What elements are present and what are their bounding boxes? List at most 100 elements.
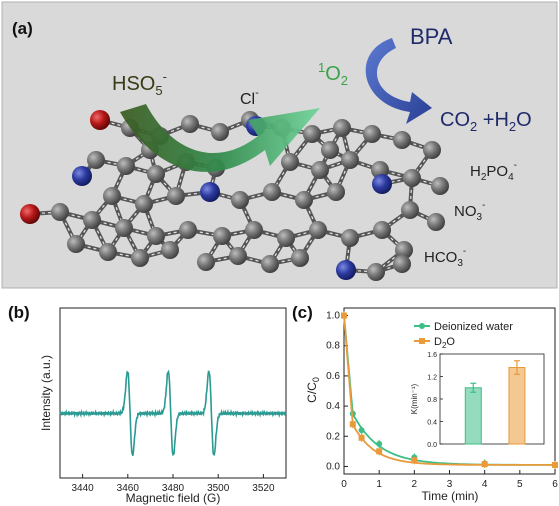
inset-y-tick-label: 0.4: [427, 420, 437, 427]
panel-c-x-tick-label: 0: [341, 479, 347, 490]
carbon-atom: [309, 221, 327, 239]
data-point-d2o: [349, 421, 356, 428]
inset-frame: [439, 353, 545, 445]
inset-bars: [464, 360, 526, 445]
panel-c-x-tick-label: 4: [482, 479, 488, 490]
bpa-label: BPA: [410, 24, 453, 49]
panel-a-label: (a): [12, 19, 33, 38]
legend-marker-deionized-water: [419, 323, 425, 329]
carbon-atom: [245, 221, 263, 239]
panel-c-y-tick-label: 0.0: [326, 461, 340, 472]
inset-y-axis-label: K(min⁻¹): [410, 383, 419, 414]
carbon-atom: [115, 219, 133, 237]
dihydrogen-phosphate-label: H2PO4-: [470, 160, 517, 183]
carbon-atom: [303, 125, 321, 143]
legend-label-d2o: D2O: [434, 336, 455, 350]
panel-c-kinetics-chart: (c) 0 1 2 3 4 5 6 0.0 0.2 0.4 0.6 0.8 1.0 Time (min)…: [292, 303, 558, 503]
inset-bar-d2o: [508, 367, 526, 445]
panel-b-epr-chart: (b) 3440 3460 3480 3500 3520 Magnetic field …: [8, 303, 287, 505]
data-point-d2o: [481, 461, 488, 468]
panel-c-y-axis-label: C/C0: [305, 377, 321, 403]
panel-c-y-tick-label: 0.4: [326, 401, 340, 412]
bicarbonate-label: HCO3-: [424, 246, 466, 269]
epr-spectrum-line: [59, 369, 287, 456]
carbon-atom: [393, 131, 411, 149]
carbon-atom: [321, 141, 339, 159]
carbon-atom: [87, 151, 105, 169]
inset-y-tick-label: 0.8: [427, 397, 437, 404]
carbon-atom: [147, 227, 165, 245]
carbon-atom: [393, 255, 411, 273]
panel-b-x-tick-label: 3480: [162, 483, 185, 494]
carbon-atom: [181, 115, 199, 133]
carbon-atom: [131, 249, 149, 267]
bpa-degradation-arrow: [365, 38, 432, 124]
carbon-atom: [277, 229, 295, 247]
data-point-d2o: [376, 448, 383, 455]
panel-c-x-axis-label: Time (min): [422, 489, 479, 503]
carbon-atom: [333, 119, 351, 137]
peroxymonosulfate-activation-arrow: [120, 104, 320, 172]
nitrogen-atom: [336, 260, 356, 280]
carbon-atom: [395, 241, 413, 259]
panel-c-x-tick-label: 3: [447, 479, 453, 490]
panel-c-y-tick-label: 0.2: [326, 431, 340, 442]
nitrogen-atom: [200, 182, 220, 202]
panel-c-series: [341, 311, 558, 469]
inset-y-ticks: 0.0 0.4 0.8 1.2 1.6: [427, 352, 443, 449]
inset-y-tick-label: 1.6: [427, 352, 437, 359]
panel-a-schematic: (a) HSO5- Cl- 1O2 BPA CO2 +H2O H2PO4- NO…: [1, 1, 558, 289]
legend-marker-d2o: [419, 338, 425, 344]
panel-b-x-tick-label: 3520: [252, 483, 275, 494]
carbon-atom: [423, 141, 441, 159]
carbon-atom: [341, 229, 359, 247]
panel-c-x-tick-label: 5: [517, 479, 523, 490]
panel-c-legend: Deionized water D2O: [414, 321, 513, 350]
inset-y-tick-label: 0.0: [427, 442, 437, 449]
chloride-label: Cl-: [240, 87, 259, 108]
nitrate-label: NO3-: [454, 200, 485, 223]
oxygen-atom: [20, 204, 40, 224]
carbon-atom: [291, 249, 309, 267]
inset-bar-deionized-water: [464, 387, 482, 445]
data-point-d2o: [358, 434, 365, 441]
panel-b-y-axis-label: Intensity (a.u.): [39, 355, 53, 431]
carbon-atom: [295, 191, 313, 209]
carbon-atom: [403, 169, 421, 187]
oxygen-atom: [90, 110, 110, 130]
data-point-d2o: [552, 461, 558, 468]
carbon-atom: [83, 211, 101, 229]
rate-constant-inset: 0.0 0.4 0.8 1.2 1.6 K(min⁻¹): [410, 352, 545, 449]
carbon-atom: [401, 201, 419, 219]
nitrogen-atom: [72, 166, 92, 186]
panel-c-y-tick-label: 0.8: [326, 341, 340, 352]
carbon-atom: [263, 183, 281, 201]
carbon-atom: [431, 177, 449, 195]
panel-b-label: (b): [8, 303, 30, 322]
carbon-atom: [327, 183, 345, 201]
carbon-atom: [117, 157, 135, 175]
carbon-atom: [341, 151, 359, 169]
carbon-atom: [373, 221, 391, 239]
panel-b-x-tick-label: 3500: [207, 483, 230, 494]
panel-b-x-tick-label: 3440: [71, 483, 94, 494]
legend-label-deionized-water: Deionized water: [434, 321, 513, 333]
carbon-atom: [427, 213, 445, 231]
inset-y-tick-label: 1.2: [427, 375, 437, 382]
data-point-d2o: [411, 457, 418, 464]
carbon-atom: [211, 123, 229, 141]
carbon-atom: [67, 235, 85, 253]
carbon-atom: [99, 243, 117, 261]
nitrogen-atom: [372, 174, 392, 194]
panel-c-y-tick-label: 1.0: [326, 311, 340, 322]
carbon-atom: [229, 247, 247, 265]
carbon-atom: [367, 263, 385, 281]
hso5-label: HSO5-: [112, 69, 167, 98]
data-point-d2o: [341, 312, 347, 319]
carbon-atom: [231, 191, 249, 209]
panel-c-x-tick-label: 1: [376, 479, 382, 490]
carbon-atom: [161, 241, 179, 259]
panel-b-x-tick-label: 3460: [117, 483, 140, 494]
data-point-deionized-water: [358, 427, 365, 434]
singlet-oxygen-label: 1O2: [318, 60, 348, 88]
